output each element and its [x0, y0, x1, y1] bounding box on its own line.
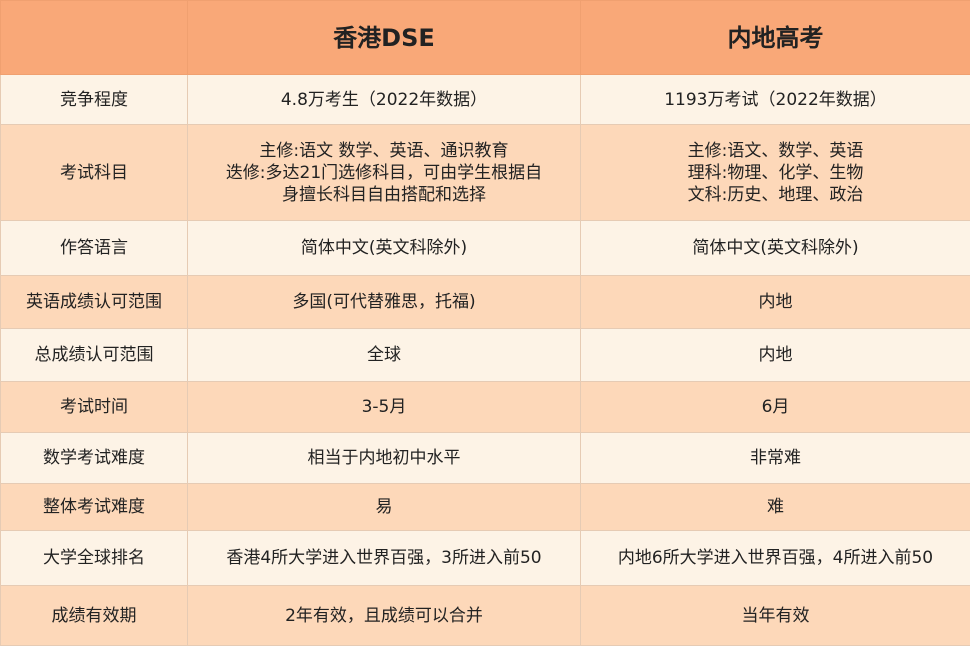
cell-label: 作答语言: [1, 221, 188, 276]
table-row: 总成绩认可范围全球内地: [1, 329, 970, 382]
cell-label: 英语成绩认可范围: [1, 276, 188, 329]
cell-dse: 4.8万考生（2022年数据）: [188, 75, 581, 125]
cell-gaokao: 难: [581, 484, 970, 531]
header-dse: 香港DSE: [188, 1, 581, 75]
cell-dse: 2年有效，且成绩可以合并: [188, 586, 581, 646]
cell-gaokao: 主修:语文、数学、英语 理科:物理、化学、生物 文科:历史、地理、政治: [581, 125, 970, 221]
cell-gaokao: 内地: [581, 329, 970, 382]
table-row: 考试科目主修:语文 数学、英语、通识教育 迭修:多达21门选修科目，可由学生根据…: [1, 125, 970, 221]
cell-dse: 易: [188, 484, 581, 531]
cell-dse: 3-5月: [188, 382, 581, 433]
cell-dse: 全球: [188, 329, 581, 382]
cell-gaokao: 简体中文(英文科除外): [581, 221, 970, 276]
cell-gaokao: 内地: [581, 276, 970, 329]
cell-label: 大学全球排名: [1, 531, 188, 586]
header-blank: [1, 1, 188, 75]
cell-label: 竞争程度: [1, 75, 188, 125]
table-row: 英语成绩认可范围多国(可代替雅思，托福)内地: [1, 276, 970, 329]
cell-gaokao: 内地6所大学进入世界百强，4所进入前50: [581, 531, 970, 586]
table-row: 数学考试难度相当于内地初中水平非常难: [1, 433, 970, 484]
cell-dse: 主修:语文 数学、英语、通识教育 迭修:多达21门选修科目，可由学生根据自 身擅…: [188, 125, 581, 221]
cell-dse: 简体中文(英文科除外): [188, 221, 581, 276]
header-gaokao: 内地高考: [581, 1, 970, 75]
cell-gaokao: 当年有效: [581, 586, 970, 646]
cell-label: 考试时间: [1, 382, 188, 433]
cell-label: 考试科目: [1, 125, 188, 221]
cell-gaokao: 1193万考试（2022年数据）: [581, 75, 970, 125]
cell-dse: 相当于内地初中水平: [188, 433, 581, 484]
table-row: 整体考试难度易难: [1, 484, 970, 531]
cell-label: 成绩有效期: [1, 586, 188, 646]
header-row: 香港DSE 内地高考: [1, 1, 970, 75]
cell-label: 数学考试难度: [1, 433, 188, 484]
cell-gaokao: 非常难: [581, 433, 970, 484]
cell-gaokao: 6月: [581, 382, 970, 433]
table-row: 作答语言简体中文(英文科除外)简体中文(英文科除外): [1, 221, 970, 276]
cell-label: 总成绩认可范围: [1, 329, 188, 382]
cell-dse: 多国(可代替雅思，托福): [188, 276, 581, 329]
cell-label: 整体考试难度: [1, 484, 188, 531]
cell-dse: 香港4所大学进入世界百强，3所进入前50: [188, 531, 581, 586]
